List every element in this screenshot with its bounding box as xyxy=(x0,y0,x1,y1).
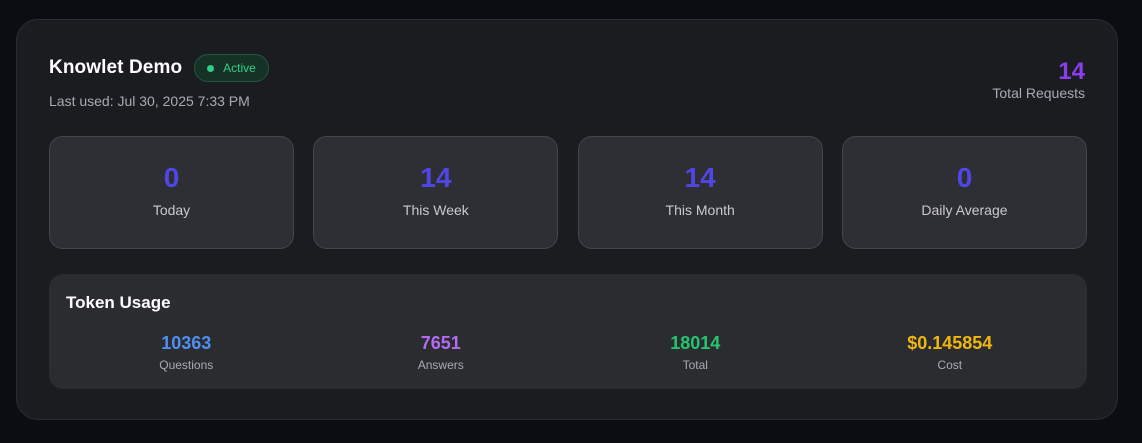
title-row: Knowlet Demo Active xyxy=(49,52,1085,84)
token-questions: 10363 Questions xyxy=(59,332,314,372)
token-label: Questions xyxy=(159,358,214,372)
token-usage-title: Token Usage xyxy=(66,293,171,312)
token-label: Answers xyxy=(417,358,464,372)
stat-this-month: 14 This Month xyxy=(577,136,823,249)
total-requests-label: Total Requests xyxy=(992,85,1085,101)
stat-daily-average: 0 Daily Average xyxy=(841,136,1087,249)
project-title: Knowlet Demo xyxy=(49,57,183,78)
stat-value: 14 xyxy=(684,162,716,193)
stat-label: This Week xyxy=(402,202,469,218)
token-cost: $0.145854 Cost xyxy=(823,332,1078,372)
token-usage-panel: Token Usage 10363 Questions 7651 Answers… xyxy=(49,274,1087,389)
token-value: 18014 xyxy=(670,333,721,353)
total-requests: 14 Total Requests xyxy=(992,58,1085,101)
token-total: 18014 Total xyxy=(568,332,823,372)
status-badge: Active xyxy=(194,54,269,82)
project-header: Knowlet Demo Active Last used: Jul 30, 2… xyxy=(49,52,1085,112)
stat-this-week: 14 This Week xyxy=(313,136,559,249)
stat-label: This Month xyxy=(665,202,735,218)
token-value: 7651 xyxy=(420,333,461,353)
stat-value: 0 xyxy=(163,162,180,193)
last-used-text: Last used: Jul 30, 2025 7:33 PM xyxy=(49,93,250,109)
token-label: Cost xyxy=(937,358,963,372)
status-dot-icon xyxy=(207,64,215,72)
token-value: $0.145854 xyxy=(907,333,993,353)
stat-value: 14 xyxy=(420,162,452,193)
status-badge-label: Active xyxy=(223,61,256,75)
stat-label: Today xyxy=(152,202,191,218)
stat-today: 0 Today xyxy=(49,136,294,249)
token-label: Total xyxy=(682,358,708,372)
stat-label: Daily Average xyxy=(921,202,1008,218)
token-usage-grid: 10363 Questions 7651 Answers 18014 Total… xyxy=(59,332,1077,372)
token-value: 10363 xyxy=(161,333,212,353)
project-card: Knowlet Demo Active Last used: Jul 30, 2… xyxy=(16,19,1118,420)
token-answers: 7651 Answers xyxy=(314,332,569,372)
stat-value: 0 xyxy=(956,162,973,193)
request-stats: 0 Today 14 This Week 14 This Month 0 Dai… xyxy=(49,136,1087,249)
total-requests-value: 14 xyxy=(1058,58,1085,85)
